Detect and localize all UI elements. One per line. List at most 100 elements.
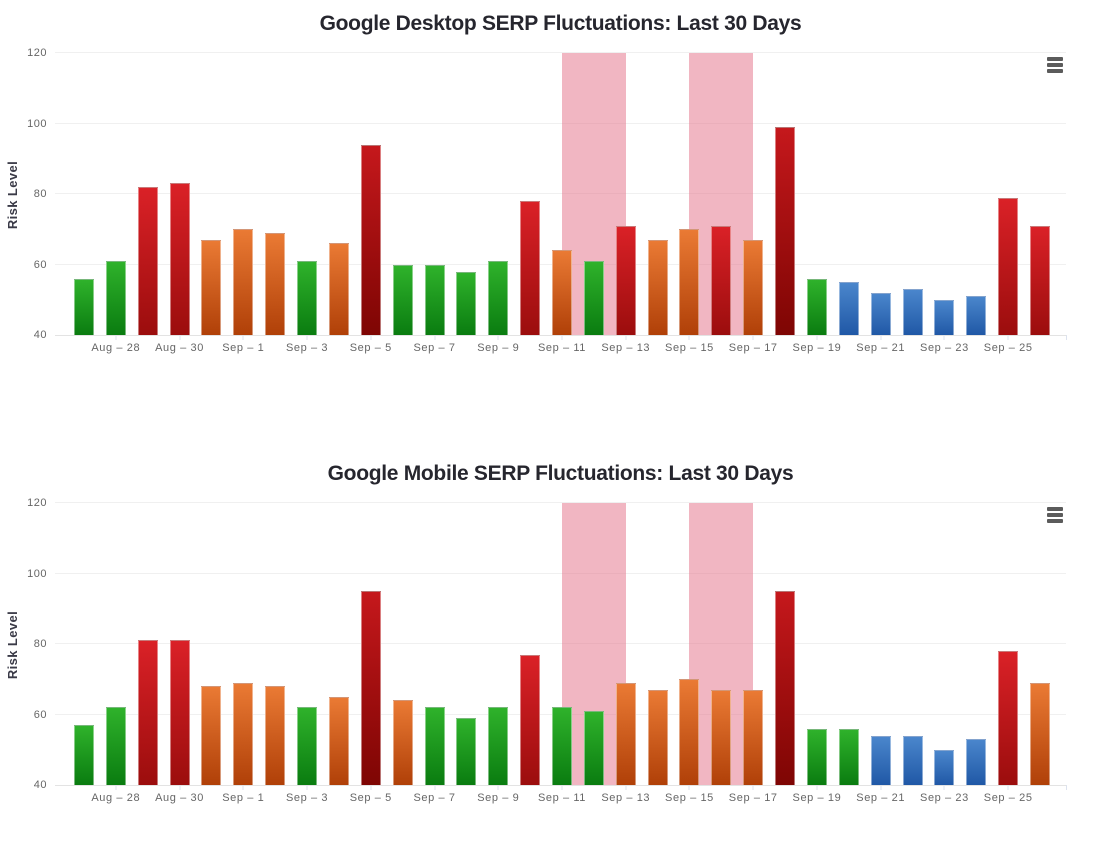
bar-slot <box>865 53 897 335</box>
bar-slot <box>737 53 769 335</box>
plot-area: Aug – 28 Aug – 30 Sep – 1 Sep – 3 Sep – 5 Sep… <box>55 502 1067 804</box>
bar-slot <box>482 53 514 335</box>
bar-sep-4[interactable] <box>328 696 349 785</box>
bar-aug-31[interactable] <box>201 239 222 335</box>
bar-sep-2[interactable] <box>265 686 286 785</box>
bar-sep-9[interactable] <box>488 707 509 785</box>
bar-sep-11[interactable] <box>551 707 572 785</box>
bar-sep-19[interactable] <box>806 728 827 785</box>
x-tick-label: Sep – 25 <box>983 792 1033 804</box>
bar-sep-9[interactable] <box>488 260 509 335</box>
y-tick-label: 60 <box>33 258 47 271</box>
bar-sep-25[interactable] <box>998 197 1019 335</box>
bar-sep-13[interactable] <box>615 682 636 785</box>
bar-sep-10[interactable] <box>520 201 541 335</box>
bar-aug-29[interactable] <box>137 640 158 785</box>
bar-sep-15[interactable] <box>679 679 700 785</box>
bar-sep-4[interactable] <box>328 243 349 335</box>
bar-sep-26[interactable] <box>1030 682 1051 785</box>
bar-slot <box>833 53 865 335</box>
bar-sep-11[interactable] <box>551 250 572 335</box>
bar-sep-12[interactable] <box>583 260 604 335</box>
x-axis-line <box>55 335 1066 336</box>
bar-sep-15[interactable] <box>679 229 700 335</box>
bar-sep-13[interactable] <box>615 225 636 335</box>
bar-sep-22[interactable] <box>902 289 923 335</box>
bar-slot <box>164 503 196 785</box>
x-tick-label: Sep – 11 <box>537 792 587 804</box>
bar-sep-3[interactable] <box>297 260 318 335</box>
bar-aug-28[interactable] <box>105 260 126 335</box>
bar-aug-27[interactable] <box>73 278 94 335</box>
bar-sep-5[interactable] <box>360 144 381 335</box>
bar-sep-18[interactable] <box>775 127 796 335</box>
bar-sep-10[interactable] <box>520 654 541 785</box>
bar-slot <box>68 503 100 785</box>
bar-slot <box>387 503 419 785</box>
x-tick-label: Sep – 15 <box>665 342 714 354</box>
x-axis-tick <box>306 335 308 340</box>
bar-sep-3[interactable] <box>297 707 318 785</box>
bar-sep-23[interactable] <box>934 749 955 785</box>
bar-sep-6[interactable] <box>392 264 413 335</box>
x-tick-label: Aug – 28 <box>91 342 141 354</box>
bar-sep-24[interactable] <box>966 739 987 785</box>
bar-slot <box>674 503 706 785</box>
bar-sep-18[interactable] <box>775 591 796 785</box>
bar-sep-14[interactable] <box>647 239 668 335</box>
bar-slot <box>960 53 992 335</box>
bar-slot <box>387 53 419 335</box>
x-axis-tick <box>434 335 436 340</box>
bar-aug-31[interactable] <box>201 686 222 785</box>
bar-slot <box>674 53 706 335</box>
chart-context-menu-button[interactable] <box>1042 502 1068 526</box>
bar-slot <box>960 503 992 785</box>
bar-sep-16[interactable] <box>711 225 732 335</box>
bar-sep-5[interactable] <box>360 591 381 785</box>
bar-sep-14[interactable] <box>647 689 668 785</box>
bar-aug-30[interactable] <box>169 183 190 335</box>
x-axis-tick <box>242 785 244 790</box>
bar-sep-22[interactable] <box>902 735 923 785</box>
bar-aug-29[interactable] <box>137 186 158 335</box>
x-tick-label: Sep – 11 <box>537 342 587 354</box>
bar-sep-7[interactable] <box>424 707 445 785</box>
gridline <box>55 52 1066 53</box>
bar-sep-12[interactable] <box>583 710 604 785</box>
bar-sep-2[interactable] <box>265 232 286 335</box>
x-axis-tick <box>370 785 372 790</box>
x-tick-label: Sep – 13 <box>601 342 651 354</box>
bar-sep-21[interactable] <box>870 292 891 335</box>
x-tick-label: Sep – 21 <box>856 342 906 354</box>
x-axis-tick <box>497 335 499 340</box>
bar-aug-28[interactable] <box>105 707 126 785</box>
bar-sep-20[interactable] <box>838 282 859 335</box>
y-tick-label: 80 <box>33 638 47 650</box>
y-tick-label: 100 <box>27 117 47 130</box>
bar-aug-30[interactable] <box>169 640 190 785</box>
bar-sep-26[interactable] <box>1030 225 1051 335</box>
x-tick-label: Sep – 15 <box>665 792 714 804</box>
bar-sep-20[interactable] <box>838 728 859 785</box>
x-tick-label: Sep – 1 <box>222 792 265 804</box>
bar-sep-24[interactable] <box>966 296 987 335</box>
bar-aug-27[interactable] <box>73 725 94 785</box>
chart-context-menu-button[interactable] <box>1042 52 1068 76</box>
bar-sep-7[interactable] <box>424 264 445 335</box>
bar-sep-16[interactable] <box>711 689 732 785</box>
bar-sep-25[interactable] <box>998 651 1019 785</box>
bar-sep-23[interactable] <box>934 299 955 335</box>
bar-sep-19[interactable] <box>806 278 827 335</box>
bar-sep-8[interactable] <box>456 718 477 785</box>
bar-sep-8[interactable] <box>456 271 477 335</box>
bar-slot <box>450 503 482 785</box>
bar-slot <box>929 503 961 785</box>
hamburger-icon <box>1047 507 1063 511</box>
bar-sep-21[interactable] <box>870 735 891 785</box>
bar-sep-17[interactable] <box>743 239 764 335</box>
bar-sep-1[interactable] <box>233 229 254 335</box>
bar-sep-1[interactable] <box>233 682 254 785</box>
bar-sep-17[interactable] <box>743 689 764 785</box>
x-tick-label: Sep – 7 <box>413 342 456 354</box>
bar-sep-6[interactable] <box>392 700 413 785</box>
